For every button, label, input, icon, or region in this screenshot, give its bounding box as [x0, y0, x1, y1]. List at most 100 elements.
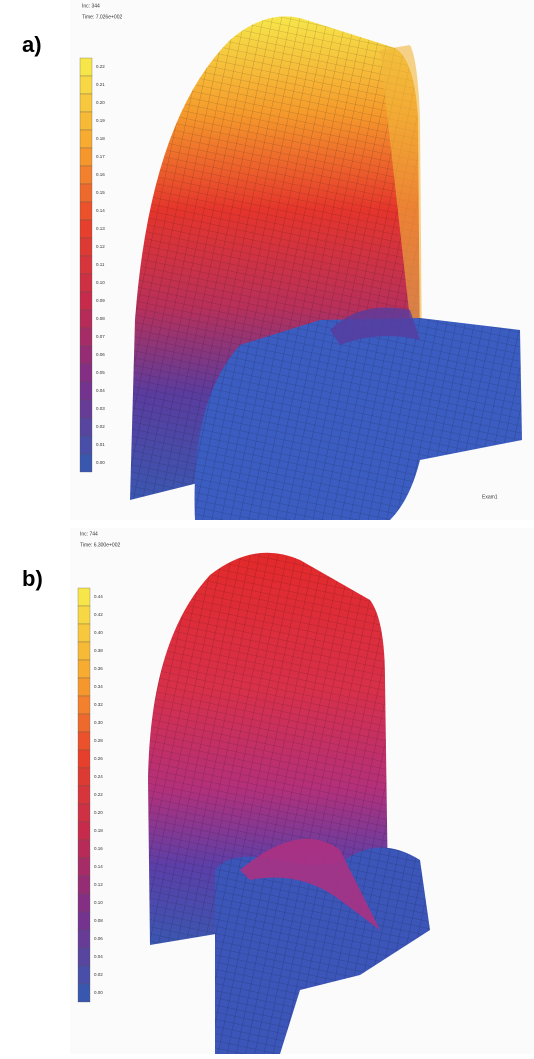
- colorbar-tick-label: 0.22: [96, 64, 105, 69]
- colorbar-tick-label: 0.02: [96, 424, 105, 429]
- colorbar-tick-label: 0.18: [94, 828, 103, 833]
- colorbar-band: [77, 767, 91, 787]
- colorbar-band: [77, 731, 91, 751]
- colorbar-band: [79, 147, 93, 167]
- colorbar-tick-label: 0.15: [96, 190, 105, 195]
- colorbar-tick-label: 0.40: [94, 630, 103, 635]
- colorbar-band: [77, 965, 91, 985]
- colorbar-band: [77, 821, 91, 841]
- colorbar-tick-label: 0.12: [94, 882, 103, 887]
- colorbar-tick-label: 0.08: [96, 316, 105, 321]
- colorbar-tick-label: 0.00: [94, 990, 103, 995]
- colorbar-band: [79, 111, 93, 131]
- header-text: Inc: 344: [82, 3, 100, 9]
- colorbar-tick-label: 0.09: [96, 298, 105, 303]
- colorbar-band: [77, 893, 91, 913]
- colorbar-band: [79, 237, 93, 257]
- colorbar-band: [79, 291, 93, 311]
- colorbar-band: [79, 435, 93, 455]
- colorbar-tick-label: 0.28: [94, 738, 103, 743]
- colorbar-tick-label: 0.38: [94, 648, 103, 653]
- colorbar-band: [79, 417, 93, 437]
- panel-label: a): [22, 32, 42, 57]
- colorbar-band: [77, 605, 91, 625]
- colorbar-band: [79, 327, 93, 347]
- colorbar-band: [77, 785, 91, 805]
- colorbar-tick-label: 0.17: [96, 154, 105, 159]
- colorbar-tick-label: 0.02: [94, 972, 103, 977]
- colorbar-tick-label: 0.18: [96, 136, 105, 141]
- colorbar-band: [79, 75, 93, 95]
- colorbar-tick-label: 0.42: [94, 612, 103, 617]
- colorbar-band: [77, 623, 91, 643]
- colorbar-tick-label: 0.12: [96, 244, 105, 249]
- colorbar-tick-label: 0.11: [96, 262, 105, 267]
- colorbar-band: [79, 201, 93, 221]
- colorbar-tick-label: 0.20: [94, 810, 103, 815]
- colorbar-band: [77, 749, 91, 769]
- colorbar-band: [79, 165, 93, 185]
- colorbar-band: [77, 857, 91, 877]
- colorbar-tick-label: 0.06: [94, 936, 103, 941]
- colorbar-tick-label: 0.14: [94, 864, 103, 869]
- colorbar-tick-label: 0.01: [96, 442, 105, 447]
- colorbar-band: [77, 587, 91, 607]
- colorbar-tick-label: 0.16: [94, 846, 103, 851]
- colorbar-tick-label: 0.24: [94, 774, 103, 779]
- colorbar-band: [77, 803, 91, 823]
- colorbar-band: [79, 381, 93, 401]
- colorbar-band: [77, 983, 91, 1003]
- header-text: Time: 6.300e+002: [80, 542, 120, 548]
- colorbar-tick-label: 0.14: [96, 208, 105, 213]
- footer-text: Exam1: [482, 494, 498, 500]
- colorbar-tick-label: 0.10: [94, 900, 103, 905]
- colorbar-tick-label: 0.04: [94, 954, 103, 959]
- colorbar-band: [77, 659, 91, 679]
- colorbar-band: [77, 695, 91, 715]
- colorbar-tick-label: 0.26: [94, 756, 103, 761]
- colorbar-tick-label: 0.44: [94, 594, 103, 599]
- colorbar-band: [77, 713, 91, 733]
- colorbar-tick-label: 0.16: [96, 172, 105, 177]
- colorbar-tick-label: 0.34: [94, 684, 103, 689]
- colorbar-band: [77, 875, 91, 895]
- colorbar-tick-label: 0.00: [96, 460, 105, 465]
- colorbar-tick-label: 0.05: [96, 370, 105, 375]
- colorbar-tick-label: 0.19: [96, 118, 105, 123]
- colorbar-band: [77, 929, 91, 949]
- colorbar-tick-label: 0.04: [96, 388, 105, 393]
- colorbar-band: [79, 273, 93, 293]
- model-b: [148, 552, 430, 1054]
- colorbar-tick-label: 0.30: [94, 720, 103, 725]
- colorbar-band: [79, 345, 93, 365]
- colorbar-tick-label: 0.06: [96, 352, 105, 357]
- colorbar-band: [79, 219, 93, 239]
- colorbar-band: [79, 183, 93, 203]
- colorbar-tick-label: 0.07: [96, 334, 105, 339]
- colorbar-band: [79, 363, 93, 383]
- colorbar-band: [77, 677, 91, 697]
- colorbar-band: [79, 309, 93, 329]
- colorbar-band: [79, 129, 93, 149]
- colorbar-band: [77, 911, 91, 931]
- colorbar-band: [79, 255, 93, 275]
- colorbar-tick-label: 0.08: [94, 918, 103, 923]
- colorbar-band: [77, 839, 91, 859]
- model-a: [130, 16, 522, 520]
- panel-label: b): [22, 566, 43, 591]
- colorbar-tick-label: 0.03: [96, 406, 105, 411]
- colorbar-tick-label: 0.22: [94, 792, 103, 797]
- colorbar-band: [79, 399, 93, 419]
- colorbar-band: [79, 93, 93, 113]
- colorbar-tick-label: 0.10: [96, 280, 105, 285]
- colorbar-tick-label: 0.36: [94, 666, 103, 671]
- colorbar-tick-label: 0.20: [96, 100, 105, 105]
- colorbar-tick-label: 0.13: [96, 226, 105, 231]
- header-text: Time: 7.026e+002: [82, 14, 122, 20]
- header-text: Inc: 744: [80, 531, 98, 537]
- colorbar-band: [79, 453, 93, 473]
- colorbar-band: [79, 57, 93, 77]
- colorbar-tick-label: 0.32: [94, 702, 103, 707]
- colorbar-tick-label: 0.21: [96, 82, 105, 87]
